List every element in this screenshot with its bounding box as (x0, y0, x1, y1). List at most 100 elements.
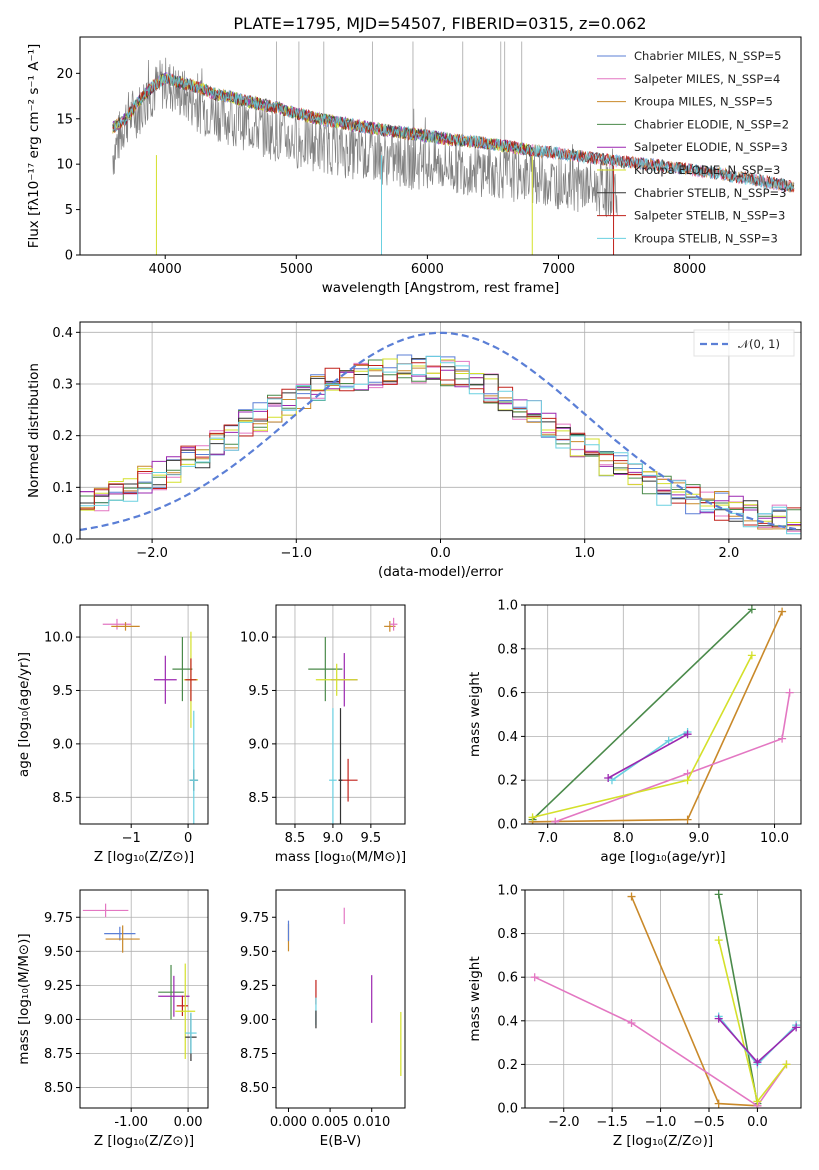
legend-entry: Salpeter STELIB, N_SSP=3 (634, 209, 785, 223)
y-tick-label: 10 (56, 158, 73, 173)
weight-marker (627, 892, 636, 901)
y-axis-label: age [log₁₀(age/yr)] (16, 652, 32, 777)
x-tick-label: 0.00 (174, 1115, 203, 1130)
x-tick-label: 0 (184, 831, 192, 846)
weight-marker (714, 890, 723, 899)
panel-weight-vs-age: 7.0 8.0 9.0 10.0 0.0 0.2 0.4 0.6 0.8 1.0 age [log₁… (467, 599, 802, 865)
weight-marker (683, 815, 692, 824)
x-tick-label: −1.0 (645, 1115, 677, 1130)
axes-frame (79, 36, 802, 256)
residual-histogram (80, 359, 801, 527)
plot-area (287, 907, 402, 1076)
y-tick-label: 0.0 (497, 818, 518, 833)
error-bar-point (158, 964, 184, 1020)
x-tick-label: −1.5 (596, 1115, 628, 1130)
observed-spectrum (112, 57, 618, 218)
legend-entry: Salpeter MILES, N_SSP=4 (634, 72, 780, 86)
panel-spectrum: Chabrier MILES, N_SSP=5 Salpeter MILES, N… (26, 36, 802, 296)
error-bar-point (82, 903, 129, 918)
y-tick-label: 0.4 (52, 326, 73, 341)
x-axis-label: Z [log₁₀(Z/Z⊙)] (613, 1133, 713, 1149)
axes-frame (524, 889, 802, 1109)
error-bar-point (175, 963, 196, 1059)
y-axis-label: Normed distribution (26, 363, 42, 498)
x-tick-label: 0.010 (353, 1115, 390, 1130)
x-tick-label: −1.0 (281, 546, 313, 561)
x-tick-label: 7.0 (537, 831, 558, 846)
y-axis-label: Flux [fλ10⁻¹⁷ erg cm⁻² s⁻¹ A⁻¹] (26, 44, 42, 249)
y-tick-label: 9.0 (52, 737, 73, 752)
error-bar-point (185, 1012, 197, 1054)
y-tick-label: 9.50 (44, 945, 73, 960)
x-tick-label: -1.00 (114, 1115, 148, 1130)
x-tick-label: 0.0 (430, 546, 451, 561)
axes-frame (275, 889, 406, 1109)
y-tick-label: 1.0 (497, 599, 518, 614)
y-tick-label: 9.25 (240, 979, 269, 994)
y-tick-label: 8.5 (248, 791, 269, 806)
panel-weight-vs-Z: −2.0 −1.5 −1.0 −0.5 0.0 0.0 0.2 0.4 0.6 0.8 1.0 Z [… (467, 884, 802, 1149)
y-tick-label: 0.2 (52, 429, 73, 444)
weight-marker (683, 730, 692, 739)
legend-entry: Chabrier MILES, N_SSP=5 (634, 49, 781, 63)
y-tick-label: 9.00 (240, 1013, 269, 1028)
error-bar-point (189, 710, 199, 824)
panel-age-vs-Z: −1 0 8.5 9.0 9.5 10.0 Z [log₁₀(Z/Z⊙)] age [log₁… (16, 604, 209, 865)
weight-marker (530, 973, 539, 982)
x-tick-label: 9.0 (689, 831, 710, 846)
legend-entry: 𝒩(0, 1) (738, 337, 780, 351)
x-axis-label: Z [log₁₀(Z/Z⊙)] (94, 1133, 194, 1149)
y-tick-label: 9.5 (248, 684, 269, 699)
y-tick-label: 0.8 (497, 927, 518, 942)
error-bar-point (329, 708, 337, 824)
weight-marker (782, 1060, 791, 1069)
error-bar-point (176, 995, 189, 1017)
y-tick-label: 0.8 (497, 642, 518, 657)
y-tick-label: 8.75 (44, 1047, 73, 1062)
y-axis-label: mass [log₁₀(M/M⊙)] (16, 933, 32, 1064)
y-tick-label: 0.2 (497, 1058, 518, 1073)
legend-entry: Kroupa STELIB, N_SSP=3 (634, 231, 778, 245)
error-bar-point (389, 617, 398, 631)
x-tick-label: 7000 (542, 262, 575, 277)
plot-area (276, 605, 405, 824)
y-tick-label: 0.6 (497, 971, 518, 986)
plot-area (80, 322, 801, 539)
weight-marker (664, 736, 673, 745)
weight-marker (778, 734, 787, 743)
x-tick-label: −2.0 (136, 546, 168, 561)
weight-marker (604, 774, 613, 783)
axes-frame (79, 889, 209, 1109)
y-tick-label: 9.75 (240, 911, 269, 926)
legend-entry: Kroupa MILES, N_SSP=5 (634, 95, 773, 109)
error-bar-point (315, 663, 358, 696)
y-tick-label: 8.75 (240, 1047, 269, 1062)
weight-line (534, 976, 788, 1107)
error-bar-point (105, 925, 140, 953)
y-tick-label: 15 (56, 112, 73, 127)
y-tick-label: 9.50 (240, 945, 269, 960)
panel-residuals: 𝒩(0, 1) −2.0 −1.0 0.0 1.0 2.0 0.0 0.1 0.2 0.3 0.4 (… (26, 321, 802, 580)
weight-line (532, 608, 753, 821)
error-bar-point (158, 975, 190, 1017)
x-tick-label: 2.0 (719, 546, 740, 561)
weight-line (554, 692, 791, 823)
y-tick-label: 9.0 (248, 737, 269, 752)
weight-marker (714, 1014, 723, 1023)
model-fit-line (112, 73, 795, 191)
weight-marker (778, 607, 787, 616)
plot-area (525, 605, 801, 824)
legend-entry: Chabrier ELODIE, N_SSP=2 (634, 117, 789, 131)
weight-marker (528, 813, 537, 822)
y-tick-label: 0.4 (497, 1014, 518, 1029)
x-tick-label: −2.0 (548, 1115, 580, 1130)
plot-area (80, 605, 208, 824)
panel-mass-vs-ebv: 0.000 0.005 0.010 8.50 8.75 9.00 9.25 9.50 9.75 E… (240, 889, 406, 1149)
model-fit-line (112, 74, 795, 193)
weight-marker (714, 1099, 723, 1108)
panel-age-vs-mass: 8.5 9.0 9.5 8.5 9.0 9.5 10.0 mass [log₁₀(M/M⊙)] (240, 604, 406, 865)
y-tick-label: 8.50 (44, 1081, 73, 1096)
legend-entry: Kroupa ELODIE, N_SSP=3 (634, 163, 780, 177)
y-tick-label: 1.0 (497, 884, 518, 899)
